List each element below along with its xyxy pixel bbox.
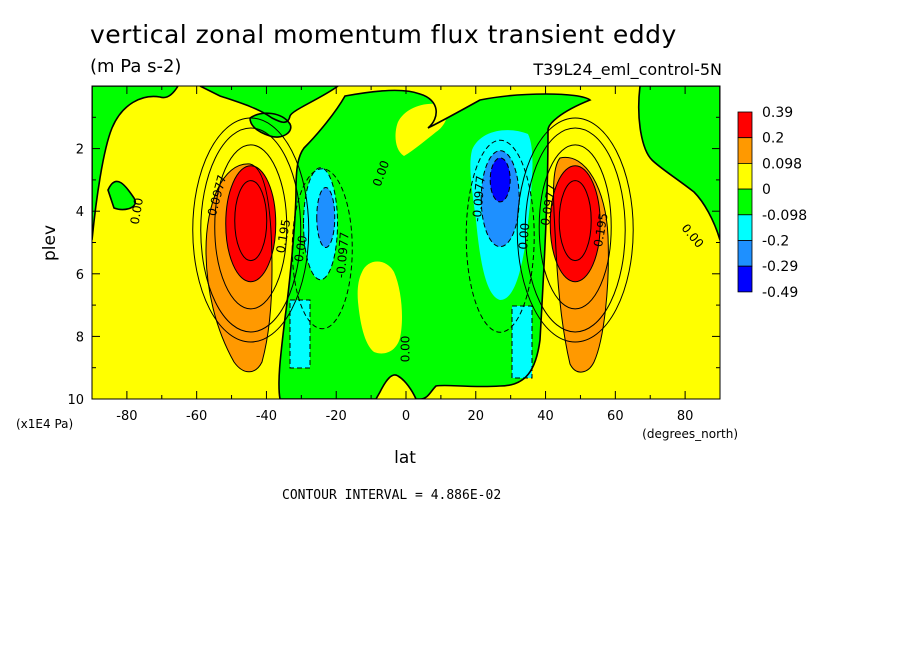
contour-label: 0.00	[399, 336, 413, 363]
contour-positive-3	[516, 117, 634, 343]
contour-positive-0	[200, 127, 302, 333]
contour-positive-10	[225, 165, 277, 283]
y-tick-label: 8	[76, 330, 84, 345]
contour-zero-0	[92, 86, 179, 241]
contour-label: 0.00	[292, 234, 310, 263]
contour-positive-7	[558, 180, 592, 262]
contour-negative-1	[316, 187, 336, 248]
x-tick-label: -60	[186, 409, 207, 424]
contour-zero-3	[107, 180, 137, 211]
contour-negative-2	[480, 150, 520, 248]
contour-label: -0.0977	[334, 231, 352, 278]
legend-swatch	[737, 188, 753, 216]
color-legend: 0.39 0.2 0.098 0 -0.098 -0.2 -0.29 -0.49	[737, 105, 807, 301]
contour-positive-4	[214, 144, 288, 310]
legend-label: -0.2	[762, 234, 789, 250]
region-cyan-east-lower	[512, 306, 532, 378]
x-axis-unit: (degrees_north)	[642, 427, 738, 441]
x-tick-label: -40	[256, 409, 277, 424]
legend-swatch	[737, 162, 753, 190]
chart-title: vertical zonal momentum flux transient e…	[90, 20, 677, 49]
y-axis-unit: (x1E4 Pa)	[16, 417, 73, 431]
legend-label: -0.49	[762, 285, 798, 301]
legend-label: 0.39	[762, 105, 793, 121]
contour-negative-0	[303, 167, 339, 281]
x-tick-label: -80	[116, 409, 137, 424]
plot-area	[92, 86, 720, 399]
contour-zero-1	[199, 86, 340, 124]
legend-swatch	[737, 214, 753, 241]
x-tick-label: 60	[607, 409, 624, 424]
x-tick-label: 40	[537, 409, 554, 424]
region-green-5	[638, 86, 720, 240]
contour-positive-6	[234, 180, 268, 262]
legend-swatch	[737, 111, 753, 139]
legend-label: -0.098	[762, 208, 807, 224]
dataset-name: T39L24_eml_control-5N	[533, 60, 722, 79]
contour-positive-11	[549, 165, 601, 283]
contour-negative-7	[511, 305, 533, 379]
region-cyan-west-lower	[290, 300, 310, 368]
legend-label: 0	[762, 182, 771, 198]
contour-zero-5	[637, 86, 720, 241]
contour-negative-3	[489, 157, 511, 203]
legend-label: -0.29	[762, 259, 798, 275]
x-tick-label: 0	[402, 409, 410, 424]
island-yellow-2	[357, 261, 402, 354]
x-tick-label: 20	[468, 409, 485, 424]
legend-swatch	[737, 240, 753, 267]
x-tick-label: -20	[326, 409, 347, 424]
contour-zero-2	[249, 112, 292, 138]
contour-negative-4	[465, 139, 535, 333]
chart-units: (m Pa s-2)	[90, 56, 182, 77]
y-tick-label: 4	[76, 205, 84, 220]
x-tick-label: 80	[677, 409, 694, 424]
contour-label: 0.195	[591, 212, 611, 248]
legend-swatch	[737, 265, 753, 293]
x-axis-label: lat	[394, 448, 416, 468]
island-yellow-1	[395, 103, 447, 156]
y-tick-label: 6	[76, 268, 84, 283]
contour-interval: CONTOUR INTERVAL = 4.886E-02	[282, 488, 502, 503]
y-tick-label: 2	[76, 143, 84, 158]
contour-zero-4	[278, 89, 592, 399]
legend-label: 0.2	[762, 131, 784, 147]
legend-label: 0.098	[762, 156, 802, 172]
region-green-3	[108, 181, 136, 210]
region-blue-west	[316, 187, 335, 248]
contour-positive-8	[205, 163, 273, 373]
contour-positive-1	[524, 127, 626, 333]
legend-swatch	[737, 137, 753, 164]
contour-label: 0.00	[128, 197, 146, 226]
contour-positive-9	[553, 156, 609, 373]
y-tick-label: 10	[67, 393, 84, 408]
region-darkblue-east	[490, 157, 511, 202]
contour-positive-2	[192, 117, 310, 343]
contour-label: 0.195	[274, 218, 294, 254]
region-green-1	[200, 86, 338, 123]
contour-positive-5	[538, 144, 612, 310]
contour-label: -0.0977	[470, 175, 488, 222]
y-axis-label: plev	[40, 225, 60, 261]
contour-label: 0.00	[516, 222, 532, 250]
contour-negative-6	[289, 299, 311, 369]
